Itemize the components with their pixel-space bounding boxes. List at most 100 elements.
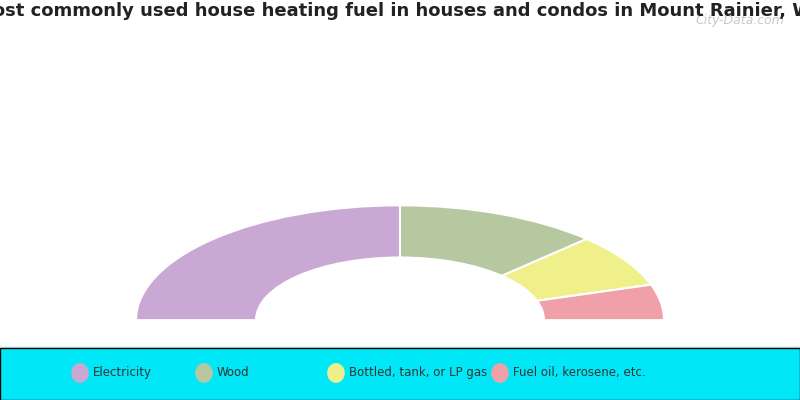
Bar xyxy=(0,346,800,348)
Bar xyxy=(0,346,800,348)
Bar xyxy=(0,345,800,347)
Bar xyxy=(0,346,800,348)
Bar xyxy=(0,346,800,348)
Bar xyxy=(0,346,800,348)
Bar xyxy=(0,345,800,347)
Bar xyxy=(0,346,800,348)
Bar xyxy=(0,346,800,348)
Bar xyxy=(0,346,800,347)
Bar xyxy=(0,346,800,348)
Bar xyxy=(0,345,800,346)
Bar xyxy=(0,345,800,347)
Bar xyxy=(0,346,800,348)
Bar xyxy=(0,344,800,346)
Bar xyxy=(0,345,800,346)
Bar xyxy=(0,345,800,347)
Bar xyxy=(0,345,800,347)
Bar xyxy=(0,345,800,347)
Bar xyxy=(0,346,800,347)
Bar xyxy=(0,345,800,346)
Bar xyxy=(0,344,800,346)
Bar xyxy=(0,346,800,348)
Bar xyxy=(0,345,800,347)
Text: Wood: Wood xyxy=(217,366,250,380)
Bar xyxy=(0,345,800,347)
Bar xyxy=(0,346,800,348)
Bar xyxy=(0,344,800,346)
Bar xyxy=(0,344,800,346)
Bar xyxy=(0,346,800,348)
Bar xyxy=(0,346,800,348)
Bar xyxy=(0,345,800,346)
Text: City-Data.com: City-Data.com xyxy=(695,14,784,27)
Bar xyxy=(0,345,800,347)
Bar xyxy=(0,346,800,348)
Bar xyxy=(0,346,800,348)
Bar xyxy=(0,345,800,347)
Bar xyxy=(0,346,800,347)
Bar xyxy=(0,345,800,347)
Bar xyxy=(0,346,800,347)
Bar xyxy=(0,346,800,348)
Bar xyxy=(0,345,800,347)
Bar xyxy=(0,345,800,346)
Bar xyxy=(0,346,800,348)
Bar xyxy=(0,345,800,347)
Bar xyxy=(0,345,800,346)
Bar xyxy=(0,345,800,346)
Bar xyxy=(0,345,800,346)
FancyBboxPatch shape xyxy=(0,348,800,400)
Bar xyxy=(0,345,800,347)
Bar xyxy=(0,346,800,348)
Bar xyxy=(0,346,800,347)
Bar xyxy=(0,346,800,348)
Bar xyxy=(0,345,800,346)
Bar xyxy=(0,345,800,346)
Bar xyxy=(0,346,800,348)
Bar xyxy=(0,346,800,348)
Bar xyxy=(0,346,800,348)
Bar xyxy=(0,346,800,348)
Bar xyxy=(0,345,800,347)
Bar xyxy=(0,345,800,347)
Bar xyxy=(0,346,800,348)
Bar xyxy=(0,345,800,347)
Bar xyxy=(0,346,800,348)
Bar xyxy=(0,346,800,348)
Bar xyxy=(0,346,800,348)
Bar xyxy=(0,345,800,346)
Bar xyxy=(0,346,800,348)
Bar xyxy=(0,346,800,347)
Bar xyxy=(0,346,800,347)
Bar xyxy=(0,345,800,346)
Bar xyxy=(0,345,800,347)
Bar xyxy=(0,346,800,347)
Bar xyxy=(0,346,800,347)
Bar xyxy=(0,345,800,346)
Bar xyxy=(0,346,800,347)
Bar xyxy=(0,346,800,348)
Bar xyxy=(0,346,800,348)
Bar xyxy=(0,346,800,347)
Bar xyxy=(0,346,800,348)
Bar xyxy=(0,345,800,346)
Bar xyxy=(0,345,800,347)
Bar xyxy=(0,346,800,347)
Bar xyxy=(0,346,800,347)
Wedge shape xyxy=(502,239,651,301)
Bar xyxy=(0,346,800,348)
Bar xyxy=(0,346,800,348)
Text: Electricity: Electricity xyxy=(93,366,152,380)
Bar xyxy=(0,345,800,347)
Bar xyxy=(0,346,800,348)
Bar xyxy=(0,346,800,348)
Bar xyxy=(0,346,800,348)
Bar xyxy=(0,345,800,347)
Bar xyxy=(0,345,800,346)
Bar xyxy=(0,346,800,347)
Wedge shape xyxy=(136,205,400,320)
Wedge shape xyxy=(537,285,664,320)
Bar xyxy=(0,345,800,347)
Bar xyxy=(0,346,800,347)
Bar xyxy=(0,345,800,347)
